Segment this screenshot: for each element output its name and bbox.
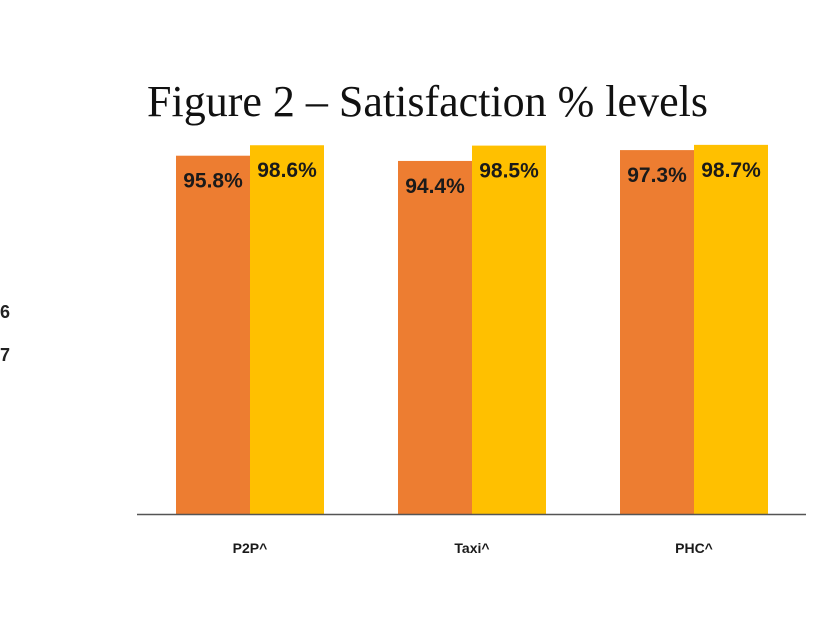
bar [176, 155, 250, 514]
bar [472, 145, 546, 515]
cropped-label-1: 6 [0, 302, 11, 322]
data-label: 97.3% [627, 164, 687, 187]
data-label: 94.4% [405, 175, 465, 198]
bar [250, 145, 324, 514]
cropped-label-2: 7 [0, 345, 11, 365]
bar [694, 144, 768, 514]
data-label: 98.5% [479, 160, 539, 183]
data-label: 98.6% [257, 159, 317, 182]
x-tick-label: PHC^ [675, 540, 713, 556]
x-tick-label: Taxi^ [454, 540, 489, 556]
bar [398, 160, 472, 514]
chart-title: Figure 2 – Satisfaction % levels [147, 77, 708, 126]
data-label: 98.7% [701, 159, 761, 182]
bar [620, 150, 694, 514]
data-label: 95.8% [183, 170, 243, 193]
x-tick-label: P2P^ [233, 540, 268, 556]
